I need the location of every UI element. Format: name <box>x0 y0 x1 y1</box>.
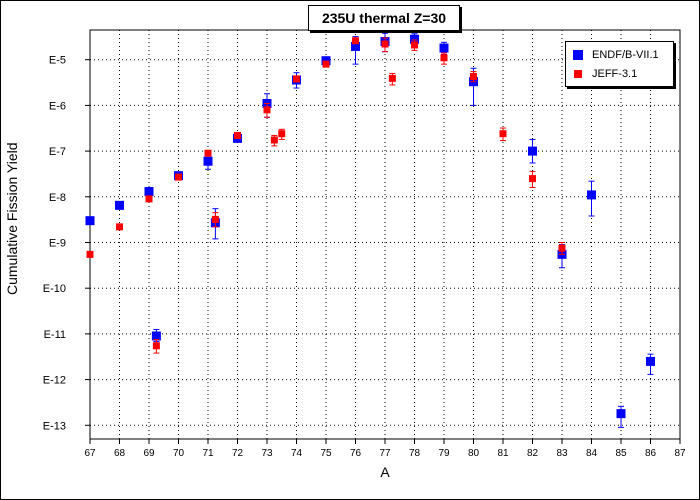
data-point <box>270 136 278 144</box>
data-point <box>388 74 396 82</box>
y-axis-label-wrap: Cumulative Fission Yield <box>4 142 24 296</box>
x-tick-label: 78 <box>409 448 421 459</box>
data-point <box>558 244 566 252</box>
x-tick-label: 72 <box>232 448 244 459</box>
x-tick-label: 74 <box>291 448 303 459</box>
data-point <box>293 75 300 83</box>
data-point <box>234 131 241 139</box>
x-tick-label: 75 <box>320 448 332 459</box>
data-point <box>211 215 219 223</box>
x-tick-label: 79 <box>438 448 450 459</box>
y-tick-label: E-11 <box>44 329 66 341</box>
data-point <box>410 34 419 44</box>
y-tick-label: E-5 <box>49 55 66 67</box>
data-point <box>352 37 359 45</box>
data-point <box>278 130 286 138</box>
data-point <box>470 72 477 80</box>
data-point <box>116 223 123 231</box>
y-axis-label: Cumulative Fission Yield <box>4 142 20 295</box>
data-point <box>381 40 389 48</box>
x-tick-label: 80 <box>468 448 480 459</box>
y-tick-label: E-9 <box>49 237 66 249</box>
y-tick-label: E-13 <box>43 420 66 432</box>
data-point <box>204 149 212 157</box>
legend-swatch-jeff <box>574 70 582 79</box>
data-point <box>175 173 182 181</box>
axes: 67 68 69 70 71 72 73 74 75 76 77 78 79 80 81 82 83 84 85 86… <box>43 55 686 459</box>
data-point <box>203 156 213 166</box>
x-tick-label: 70 <box>173 448 185 459</box>
legend-label-endf: ENDF/B-VII.1 <box>592 49 659 61</box>
data-point <box>528 146 537 156</box>
data-point <box>85 216 95 226</box>
x-tick-label: 81 <box>497 448 509 459</box>
data-point <box>529 175 536 183</box>
x-tick-label: 77 <box>379 448 391 459</box>
y-tick-label: E-7 <box>49 146 66 158</box>
chart-title: 235U thermal Z=30 <box>308 5 460 31</box>
y-tick-label: E-8 <box>49 192 66 204</box>
grid <box>90 30 680 439</box>
legend-item-jeff: JEFF-3.1 <box>572 66 637 82</box>
series-endf <box>85 32 655 428</box>
data-point <box>145 195 153 203</box>
x-tick-label: 69 <box>143 448 155 459</box>
x-tick-label: 68 <box>114 448 126 459</box>
data-point <box>151 331 161 341</box>
legend-label-jeff: JEFF-3.1 <box>592 68 638 80</box>
data-point <box>439 43 449 53</box>
series-jeff <box>86 37 566 354</box>
x-axis-label: A <box>380 464 390 480</box>
data-point <box>646 356 655 366</box>
y-tick-label: E-10 <box>43 283 66 295</box>
x-tick-label: 84 <box>586 448 598 459</box>
data-point <box>86 250 94 258</box>
x-tick-label: 82 <box>527 448 539 459</box>
x-tick-label: 83 <box>556 448 568 459</box>
x-tick-label: 85 <box>615 448 627 459</box>
data-points <box>85 32 655 428</box>
data-point <box>263 106 271 114</box>
x-tick-label: 76 <box>350 448 362 459</box>
data-point <box>115 200 124 210</box>
x-tick-label: 86 <box>645 448 657 459</box>
data-point <box>322 60 330 68</box>
legend: ENDF/B-VII.1 JEFF-3.1 <box>565 41 674 87</box>
x-tick-label: 67 <box>84 448 96 459</box>
data-point <box>152 342 160 350</box>
x-tick-label: 87 <box>674 448 686 459</box>
data-point <box>587 190 596 200</box>
data-point <box>144 187 154 197</box>
data-point <box>499 130 507 138</box>
data-point <box>616 409 626 419</box>
y-tick-label: E-12 <box>43 375 66 387</box>
data-point <box>411 41 418 49</box>
x-tick-label: 73 <box>261 448 273 459</box>
y-tick-label: E-6 <box>49 100 66 112</box>
x-tick-label: 71 <box>202 448 214 459</box>
legend-swatch-endf <box>573 50 583 61</box>
legend-item-endf: ENDF/B-VII.1 <box>572 47 659 63</box>
data-point <box>351 41 360 51</box>
data-point <box>440 54 448 62</box>
